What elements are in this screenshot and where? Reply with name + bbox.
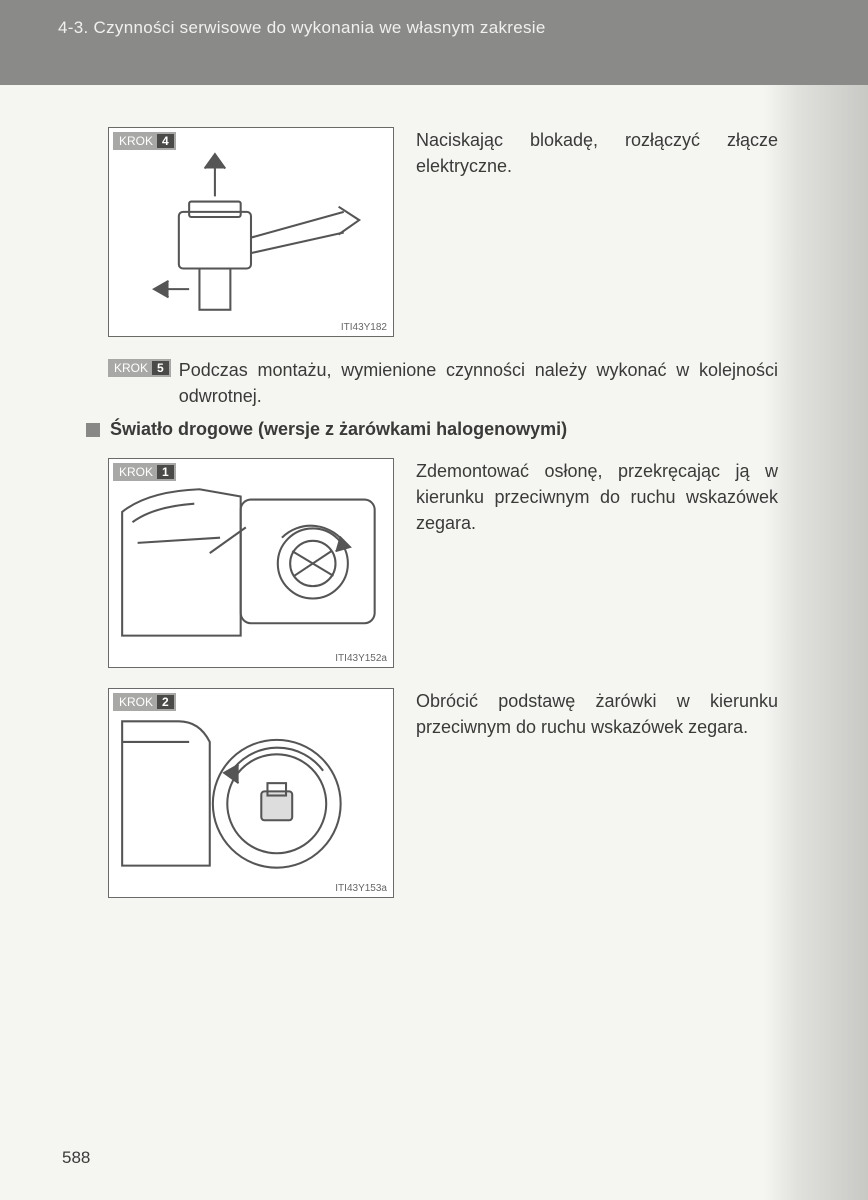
figure-code: ITI43Y182 xyxy=(341,322,387,333)
bulb-base-diagram-icon xyxy=(117,711,385,886)
step-number: 4 xyxy=(157,134,174,148)
page-number: 588 xyxy=(62,1148,90,1168)
step-text-krok4: Naciskając blokadę, rozłączyć złącze ele… xyxy=(416,127,808,179)
step-label-text: KROK xyxy=(119,695,153,709)
step-label-krok1: KROK 1 xyxy=(113,463,176,481)
step-text-krok5: Podczas montażu, wymienione czynności na… xyxy=(179,357,808,409)
section-title: Czynności serwisowe do wykonania we włas… xyxy=(94,18,546,37)
step-number: 2 xyxy=(157,695,174,709)
step-label-krok4: KROK 4 xyxy=(113,132,176,150)
step-label-text: KROK xyxy=(114,361,148,375)
chapter-header: 4-3. Czynności serwisowe do wykonania we… xyxy=(0,0,868,85)
figure-krok4: KROK 4 xyxy=(108,127,394,337)
step-label-krok5: KROK 5 xyxy=(108,359,171,377)
step-text-krok2: Obrócić podstawę żarówki w kierunku prze… xyxy=(416,688,808,740)
step-label-text: KROK xyxy=(119,465,153,479)
figure-krok2: KROK 2 ITI43Y15 xyxy=(108,688,394,898)
headlamp-cover-diagram-icon xyxy=(117,481,385,656)
section-number: 4-3. xyxy=(58,18,89,37)
connector-diagram-icon xyxy=(117,150,385,325)
figure-krok1: KROK 1 xyxy=(108,458,394,668)
step-label-krok2: KROK 2 xyxy=(113,693,176,711)
section-heading: Światło drogowe (wersje z żarówkami halo… xyxy=(86,419,808,440)
step-krok4: KROK 4 xyxy=(108,127,808,337)
step-number: 1 xyxy=(157,465,174,479)
figure-code: ITI43Y153a xyxy=(335,883,387,894)
square-bullet-icon xyxy=(86,423,100,437)
figure-code: ITI43Y152a xyxy=(335,653,387,664)
section-heading-title: Światło drogowe (wersje z żarówkami halo… xyxy=(110,419,567,440)
step-krok5: KROK 5 Podczas montażu, wymienione czynn… xyxy=(108,357,808,409)
page-content: KROK 4 xyxy=(0,85,868,898)
step-number: 5 xyxy=(152,361,169,375)
step-text-krok1: Zdemontować osłonę, przekręcając ją w ki… xyxy=(416,458,808,536)
step-krok1: KROK 1 xyxy=(108,458,808,668)
step-krok2: KROK 2 ITI43Y15 xyxy=(108,688,808,898)
step-label-text: KROK xyxy=(119,134,153,148)
